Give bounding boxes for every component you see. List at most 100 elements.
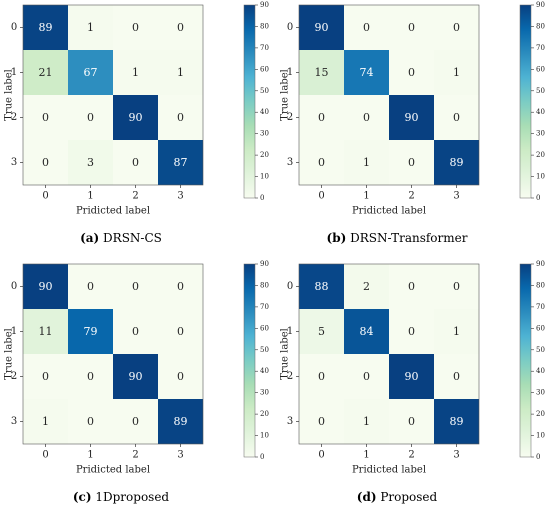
panel-caption: (d) Proposed [357, 490, 438, 504]
matrix-frame [298, 263, 480, 445]
heatmap-cell [344, 140, 389, 185]
colorbar-tick-label: 20 [260, 410, 269, 418]
x-axis-title: Pridicted label [76, 465, 150, 476]
panel-caption: (a) DRSN-CS [80, 231, 162, 245]
cell-value-label: 67 [84, 66, 98, 79]
y-tick-label: 2 [287, 112, 293, 123]
x-tick-label: 0 [42, 191, 48, 202]
y-tick-label: 1 [11, 67, 17, 78]
heatmap-cell [299, 354, 344, 399]
colorbar-tick-label: 70 [260, 44, 269, 52]
panel-caption: (b) DRSN-Transformer [327, 231, 468, 245]
cell-value-label: 89 [450, 415, 464, 428]
heatmap-cell [344, 354, 389, 399]
cell-value-label: 0 [177, 370, 184, 383]
cell-value-label: 88 [315, 280, 329, 293]
colorbar-tick-label: 80 [260, 281, 269, 289]
heatmap-cell [299, 5, 344, 50]
heatmap-cell [68, 354, 113, 399]
colorbar-tick-label: 90 [536, 260, 545, 268]
cell-value-label: 0 [87, 111, 94, 124]
cell-value-label: 0 [453, 370, 460, 383]
cell-value-label: 11 [39, 325, 53, 338]
cell-value-label: 74 [360, 66, 374, 79]
colorbar-tick-label: 60 [260, 65, 269, 73]
y-tick-label: 1 [287, 326, 293, 337]
colorbar [519, 4, 532, 199]
cell-value-label: 1 [132, 66, 139, 79]
x-tick-label: 2 [132, 450, 138, 461]
colorbar-tick-label: 0 [260, 453, 264, 461]
colorbar-tick-label: 60 [260, 324, 269, 332]
x-tick-label: 2 [408, 191, 414, 202]
heatmap-cell [299, 140, 344, 185]
heatmap-cell [389, 5, 434, 50]
heatmap-cell [344, 95, 389, 140]
cell-value-label: 0 [87, 370, 94, 383]
colorbar-tick-label: 90 [260, 1, 269, 9]
colorbar-tick-label: 70 [536, 44, 545, 52]
x-tick-label: 3 [453, 191, 459, 202]
heatmap-cell [389, 399, 434, 444]
caption-name: DRSN-Transformer [346, 231, 467, 245]
caption-letter: (b) [327, 231, 347, 245]
colorbar-tick-label: 10 [260, 173, 269, 181]
x-tick-label: 0 [318, 450, 324, 461]
colorbar-tick-label: 10 [536, 173, 545, 181]
cell-value-label: 0 [408, 325, 415, 338]
cell-value-label: 79 [84, 325, 98, 338]
cell-value-label: 90 [405, 370, 419, 383]
y-axis-title: True label [280, 69, 291, 121]
cell-value-label: 0 [408, 415, 415, 428]
colorbar [243, 263, 256, 458]
heatmap-cell [434, 399, 479, 444]
caption-letter: (d) [357, 490, 377, 504]
colorbar-tick-label: 70 [536, 303, 545, 311]
heatmap-cell [434, 140, 479, 185]
heatmap-cell [113, 309, 158, 354]
y-tick-label: 2 [11, 112, 17, 123]
x-axis-title: Pridicted label [352, 206, 426, 217]
heatmap-cell [158, 309, 203, 354]
cell-value-label: 90 [129, 370, 143, 383]
colorbar-tick-label: 0 [536, 194, 540, 202]
cell-value-label: 0 [318, 415, 325, 428]
heatmap-cell [23, 95, 68, 140]
cell-value-label: 89 [39, 21, 53, 34]
cell-value-label: 0 [177, 21, 184, 34]
cell-value-label: 90 [129, 111, 143, 124]
heatmap-cell [158, 264, 203, 309]
colorbar-tick-label: 50 [536, 87, 545, 95]
y-tick-label: 1 [11, 326, 17, 337]
colorbar-tick-label: 90 [260, 260, 269, 268]
cell-value-label: 1 [363, 156, 370, 169]
cell-value-label: 0 [318, 111, 325, 124]
x-tick-label: 3 [177, 191, 183, 202]
y-axis-title: True label [4, 69, 15, 121]
heatmap-cell [389, 50, 434, 95]
colorbar-tick-label: 40 [260, 367, 269, 375]
colorbar-tick-label: 40 [536, 367, 545, 375]
cell-value-label: 0 [42, 111, 49, 124]
y-tick-label: 1 [287, 67, 293, 78]
colorbar-tick-label: 30 [260, 130, 269, 138]
colorbar [519, 263, 532, 458]
heatmap-cell [68, 5, 113, 50]
colorbar-tick-label: 70 [260, 303, 269, 311]
x-axis-title: Pridicted label [352, 465, 426, 476]
caption-letter: (c) [73, 490, 92, 504]
heatmap-cell [158, 354, 203, 399]
x-tick-label: 1 [363, 450, 369, 461]
colorbar-tick-label: 80 [260, 22, 269, 30]
heatmap-cell [113, 264, 158, 309]
cell-value-label: 0 [132, 21, 139, 34]
cell-value-label: 21 [39, 66, 53, 79]
y-tick-label: 0 [11, 22, 17, 33]
x-tick-label: 1 [87, 191, 93, 202]
colorbar-tick-label: 40 [536, 108, 545, 116]
cell-value-label: 5 [318, 325, 325, 338]
colorbar-tick-label: 80 [536, 22, 545, 30]
heatmap-cell [113, 399, 158, 444]
heatmap-cell [389, 354, 434, 399]
heatmap-cell [434, 5, 479, 50]
